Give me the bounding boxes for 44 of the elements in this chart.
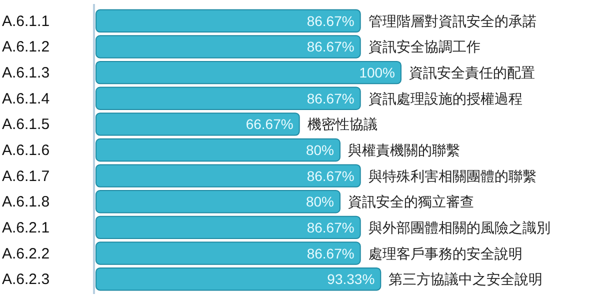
y-tick-label: A.6.1.6 [2, 142, 50, 159]
data-label: 86.67% [306, 90, 354, 106]
annotation: 與外部團體相關的風險之識別 [368, 220, 550, 236]
data-label: 80% [306, 194, 334, 210]
annotation: 資訊安全責任的配置 [409, 66, 535, 82]
annotation: 資訊安全協調工作 [368, 40, 480, 56]
annotation: 第三方協議中之安全說明 [388, 272, 543, 288]
data-label: 80% [306, 142, 334, 158]
bar [96, 112, 300, 136]
data-label: 93.33% [327, 271, 375, 288]
annotation: 資訊處理設施的授權過程 [368, 91, 522, 108]
bar [96, 242, 361, 265]
annotation: 處理客戶事務的安全說明 [368, 246, 522, 262]
y-tick-label: A.6.1.2 [2, 38, 50, 56]
bar [96, 190, 340, 214]
y-tick-label: A.6.2.3 [2, 271, 50, 288]
y-tick-label: A.6.2.2 [2, 245, 50, 262]
data-label: 86.67% [306, 219, 354, 236]
y-tick-label: A.6.1.5 [2, 116, 50, 134]
y-tick-label: A.6.1.3 [2, 64, 50, 82]
bar [96, 267, 382, 291]
y-tick-label: A.6.2.1 [2, 219, 50, 236]
data-label: 100% [359, 64, 395, 81]
annotation: 與權責機關的聯繫 [348, 143, 460, 159]
data-label: 86.67% [306, 168, 354, 184]
y-tick-label: A.6.1.1 [2, 12, 50, 30]
bar [96, 35, 361, 58]
annotation: 機密性協議 [307, 117, 378, 134]
bar [96, 216, 361, 240]
bar [96, 9, 361, 33]
bar [96, 60, 402, 84]
annotation: 管理階層對資訊安全的承諾 [368, 14, 536, 30]
annotation: 與特殊利害相關團體的聯繫 [368, 168, 536, 185]
data-label: 86.67% [306, 12, 354, 29]
y-tick-label: A.6.1.8 [2, 194, 50, 211]
bar [96, 86, 361, 110]
y-tick-label: A.6.1.4 [2, 90, 50, 108]
data-label: 66.67% [246, 116, 294, 132]
data-label: 86.67% [306, 245, 354, 262]
annotation: 資訊安全的獨立審查 [348, 194, 474, 211]
bar [96, 164, 361, 188]
bar [96, 138, 340, 162]
data-label: 86.67% [306, 38, 354, 55]
y-tick-label: A.6.1.7 [2, 168, 50, 185]
